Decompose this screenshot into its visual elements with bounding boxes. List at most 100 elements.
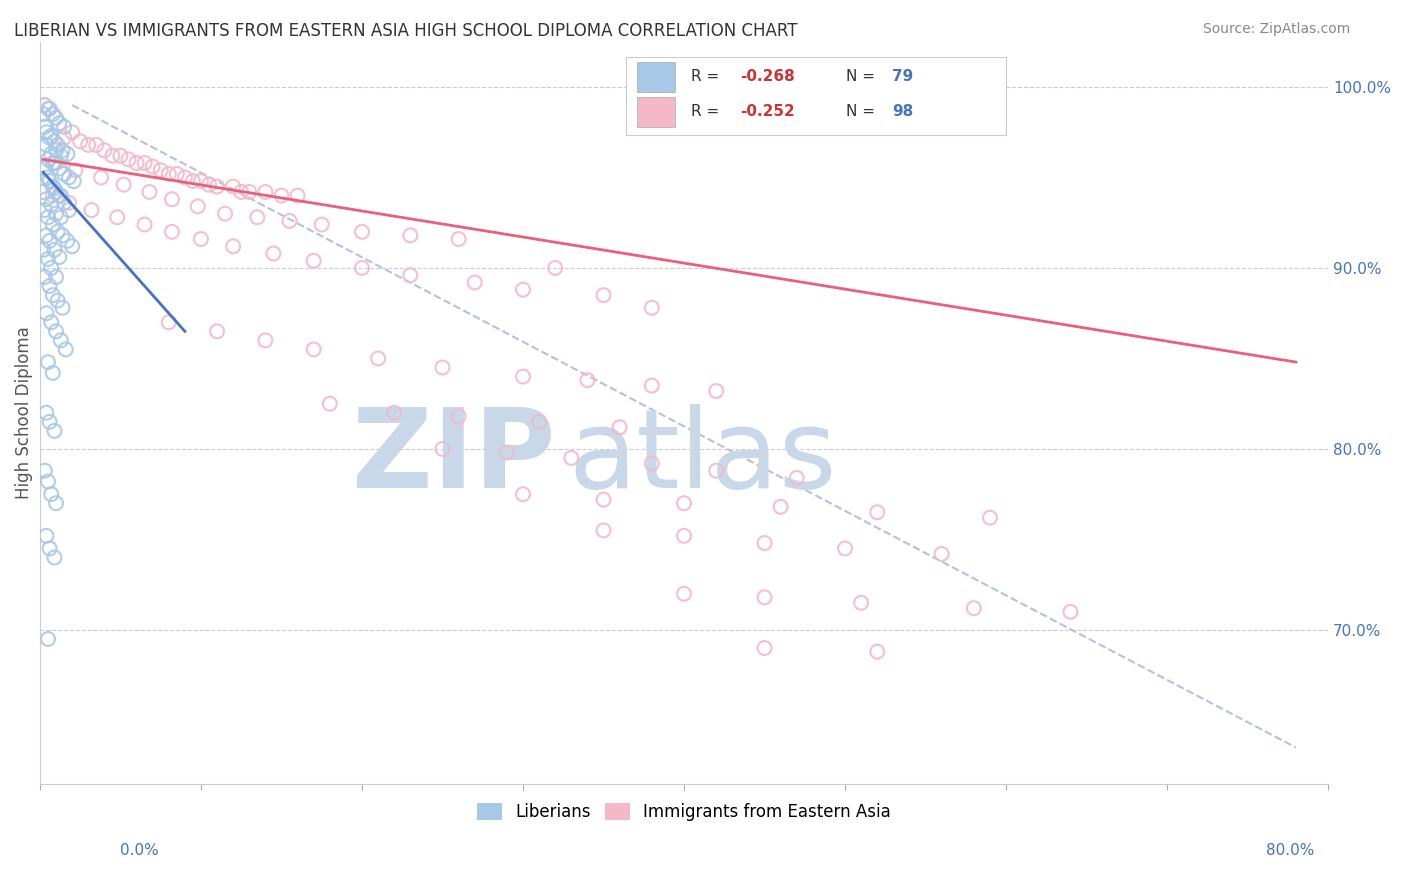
Point <box>39 128 62 143</box>
Point <box>69 134 91 148</box>
Point <box>38 102 60 116</box>
Point <box>112 178 135 192</box>
Point <box>641 301 664 315</box>
Point <box>190 232 212 246</box>
Point <box>641 378 664 392</box>
Point <box>38 174 60 188</box>
Point <box>149 163 172 178</box>
Point <box>254 334 277 348</box>
Point <box>45 207 67 221</box>
Point <box>447 232 470 246</box>
Point <box>512 283 534 297</box>
Point <box>302 343 325 357</box>
Point <box>319 397 342 411</box>
Point <box>979 510 1001 524</box>
Point <box>34 120 56 134</box>
Point <box>866 505 889 519</box>
Point <box>38 130 60 145</box>
Point <box>35 192 58 206</box>
Point <box>58 202 80 217</box>
Point <box>38 541 60 556</box>
Text: atlas: atlas <box>568 404 837 511</box>
Point <box>592 492 614 507</box>
Point <box>38 234 60 248</box>
Point <box>432 360 454 375</box>
Point <box>44 181 66 195</box>
Point <box>673 496 696 510</box>
Point <box>46 225 69 239</box>
Y-axis label: High School Diploma: High School Diploma <box>15 326 32 500</box>
Point <box>35 137 58 152</box>
Point <box>39 487 62 501</box>
Point <box>181 174 204 188</box>
Point <box>160 192 183 206</box>
Point <box>84 137 107 152</box>
Text: 80.0%: 80.0% <box>1267 843 1315 858</box>
Point <box>35 125 58 139</box>
Point <box>931 547 953 561</box>
Point <box>37 632 59 646</box>
Point <box>35 406 58 420</box>
Point <box>32 185 55 199</box>
Point <box>44 243 66 257</box>
Point <box>382 406 405 420</box>
Point <box>641 457 664 471</box>
Point <box>173 170 195 185</box>
Point <box>222 179 245 194</box>
Point <box>205 324 228 338</box>
Point <box>447 409 470 424</box>
Point <box>44 424 66 438</box>
Point <box>754 536 776 550</box>
Point <box>37 252 59 266</box>
Point <box>157 167 180 181</box>
Point <box>46 137 69 152</box>
Point <box>367 351 389 366</box>
Point <box>527 415 550 429</box>
Point <box>246 211 269 225</box>
Point <box>704 384 727 398</box>
Point <box>39 197 62 211</box>
Point <box>39 147 62 161</box>
Point <box>53 167 76 181</box>
Point <box>166 167 188 181</box>
Point <box>125 156 148 170</box>
Point <box>105 211 128 225</box>
Point <box>37 170 59 185</box>
Point <box>60 125 83 139</box>
Point <box>34 270 56 285</box>
Point <box>110 149 132 163</box>
Point <box>142 160 165 174</box>
Point <box>48 161 70 176</box>
Point <box>117 153 139 167</box>
Point <box>42 179 65 194</box>
Point <box>834 541 856 556</box>
Point <box>65 163 87 178</box>
Point <box>34 98 56 112</box>
Point <box>42 366 65 380</box>
Point <box>866 645 889 659</box>
Point <box>399 228 422 243</box>
Point <box>44 550 66 565</box>
Point <box>49 188 72 202</box>
Point <box>262 246 284 260</box>
Point <box>37 211 59 225</box>
Point <box>270 188 292 202</box>
Point <box>576 373 599 387</box>
Point <box>44 134 66 148</box>
Point <box>34 464 56 478</box>
Point <box>48 116 70 130</box>
Point <box>673 529 696 543</box>
Point <box>138 185 160 199</box>
Point <box>45 324 67 338</box>
Text: ZIP: ZIP <box>352 404 555 511</box>
Point <box>37 102 59 116</box>
Point <box>45 144 67 158</box>
Point <box>754 591 776 605</box>
Point <box>849 596 872 610</box>
Point <box>45 270 67 285</box>
Point <box>38 279 60 293</box>
Point <box>592 288 614 302</box>
Point <box>287 188 309 202</box>
Point <box>609 420 631 434</box>
Point <box>44 156 66 170</box>
